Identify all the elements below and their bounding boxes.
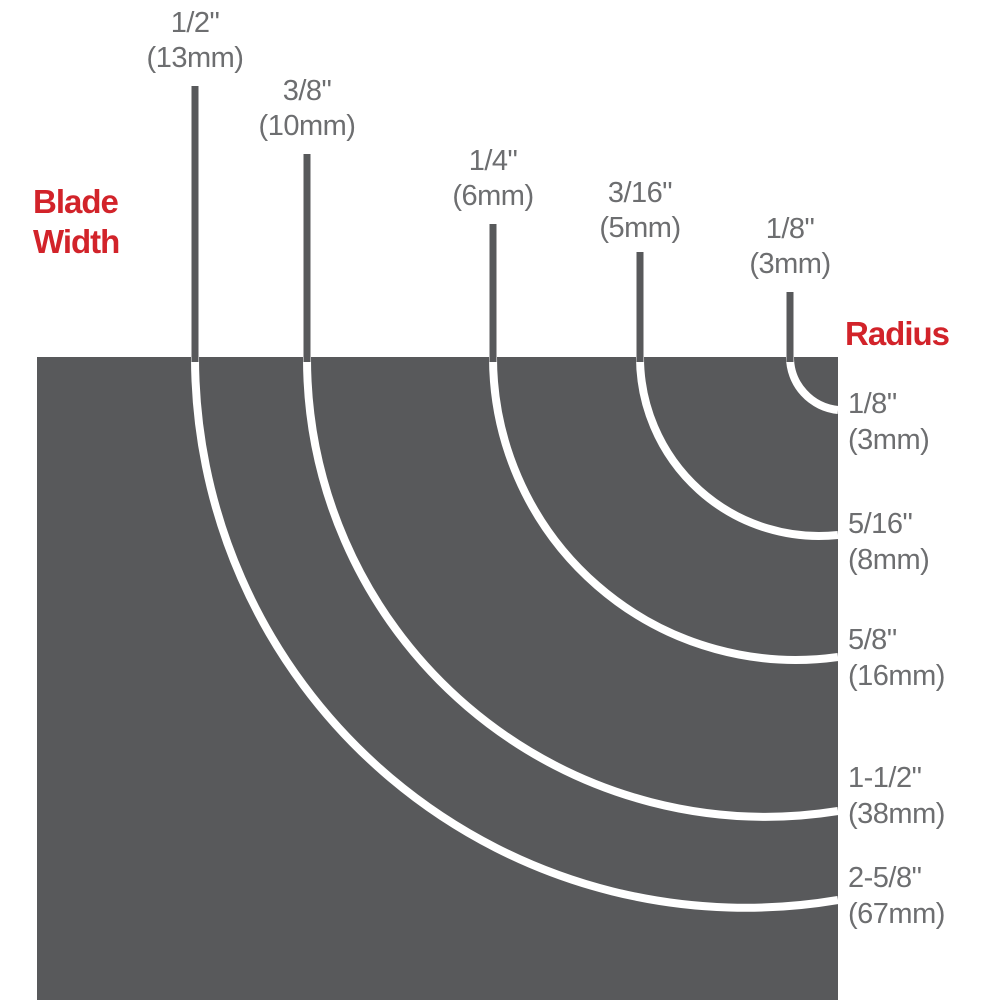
blade-metric: (5mm) — [599, 212, 681, 244]
radius-value-label-1-8: 1/8" (3mm) — [848, 386, 930, 458]
radius-arc-5-16 — [636, 356, 839, 540]
blade-width-title-line2: Width — [33, 223, 120, 260]
blade-width-label-1-4: 1/4" (6mm) — [452, 144, 534, 214]
radius-metric: (16mm) — [848, 660, 945, 692]
radius-arc-1-8 — [786, 356, 839, 414]
blade-metric: (13mm) — [146, 42, 244, 74]
radius-value-label-1-1-2: 1-1/2" (38mm) — [848, 760, 945, 832]
blade-size: 3/8" — [282, 75, 332, 107]
blade-size: 3/16" — [607, 177, 673, 209]
radius-size: 5/16" — [848, 508, 913, 540]
blade-width-title: Blade Width — [33, 182, 120, 262]
radius-arc-2-5-8 — [191, 356, 839, 912]
radius-arc-1-1-2 — [302, 356, 839, 821]
blade-width-label-3-16: 3/16" (5mm) — [599, 176, 681, 246]
blade-metric: (10mm) — [258, 110, 356, 142]
radius-metric: (3mm) — [848, 424, 930, 456]
blade-width-title-line1: Blade — [33, 183, 119, 220]
blade-size: 1/8" — [765, 213, 815, 245]
blade-metric: (3mm) — [749, 248, 831, 280]
radius-size: 1-1/2" — [848, 762, 922, 794]
radius-size: 2-5/8" — [848, 862, 922, 894]
blade-metric: (6mm) — [452, 180, 534, 212]
radius-value-label-2-5-8: 2-5/8" (67mm) — [848, 860, 945, 932]
blade-width-label-1-8: 1/8" (3mm) — [749, 212, 831, 282]
radius-title: Radius — [845, 315, 950, 352]
blade-width-label-3-8: 3/8" (10mm) — [259, 74, 356, 144]
radius-size: 1/8" — [848, 388, 897, 420]
radius-value-label-5-16: 5/16" (8mm) — [848, 506, 930, 578]
radius-size: 5/8" — [848, 624, 897, 656]
blade-size: 1/4" — [468, 145, 518, 177]
blade-size: 1/2" — [170, 7, 220, 39]
blade-width-label-1-2: 1/2" (13mm) — [147, 6, 244, 76]
radius-arc-5-8 — [489, 356, 839, 664]
radius-value-label-5-8: 5/8" (16mm) — [848, 622, 945, 694]
radius-metric: (8mm) — [848, 544, 930, 576]
radius-metric: (67mm) — [848, 898, 945, 930]
radius-metric: (38mm) — [848, 798, 945, 830]
